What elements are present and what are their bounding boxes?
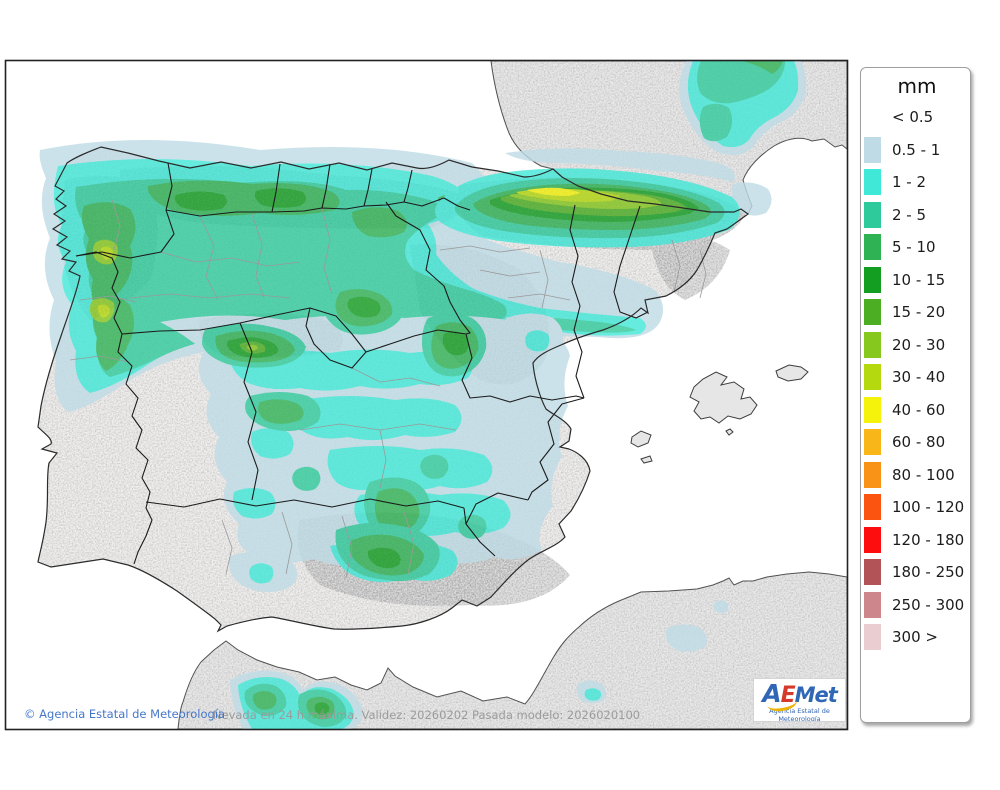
legend-entry: 10 - 15 [864, 266, 970, 293]
legend-entry: 120 - 180 [864, 526, 970, 553]
legend-swatch [864, 299, 881, 325]
legend-entry: 5 - 10 [864, 234, 970, 260]
legend-entry: 1 - 2 [864, 169, 970, 195]
legend-swatch [864, 364, 881, 390]
legend-entry: 100 - 120 [864, 494, 970, 520]
madrid-region-border [305, 307, 367, 369]
logo-letter-e: E [780, 683, 796, 708]
legend-label: 10 - 15 [892, 270, 946, 289]
balearic-islands [630, 364, 809, 464]
legend-swatch [864, 136, 881, 163]
region-boundaries [75, 162, 649, 565]
legend-swatch [864, 429, 881, 455]
legend-label: 180 - 250 [892, 563, 965, 581]
copyright-text: © Agencia Estatal de Meteorología [24, 707, 226, 721]
legend-swatch [864, 494, 881, 520]
legend-entry: 2 - 5 [864, 201, 970, 228]
menorca-island [775, 364, 809, 382]
legend-swatch [864, 169, 881, 195]
legend-entry: < 0.5 [864, 104, 970, 130]
legend-entry: 0.5 - 1 [864, 136, 970, 163]
logo-letter-a: A [762, 679, 781, 708]
legend-label: 120 - 180 [892, 530, 965, 549]
legend-swatch [864, 201, 881, 228]
ibiza-island [630, 430, 652, 448]
legend-label: 300 > [892, 628, 938, 646]
legend-swatch [864, 396, 881, 423]
legend-label: 40 - 60 [892, 400, 946, 419]
cabrera-island [725, 428, 734, 436]
aemet-logo-subtitle: Agencia Estatal de Meteorología [769, 707, 830, 722]
legend-swatch [864, 461, 881, 488]
map-frame [4, 59, 849, 731]
legend-entry: 80 - 100 [864, 461, 970, 488]
legend-entry: 250 - 300 [864, 591, 970, 618]
legend-entry: 300 > [864, 624, 970, 650]
legend-panel: mm < 0.5 0.5 - 1 1 - 2 2 - 5 5 - 10 10 - 15 15… [860, 67, 971, 723]
legend-label: 15 - 20 [892, 303, 946, 321]
logo-letters-met: Met [794, 683, 838, 707]
legend-label: 60 - 80 [892, 433, 946, 451]
legend-label: 5 - 10 [892, 238, 936, 256]
legend-swatch [864, 331, 881, 358]
portugal-border [75, 251, 153, 565]
legend-entry: 180 - 250 [864, 559, 970, 585]
legend-swatch [864, 591, 881, 618]
legend-label: 250 - 300 [892, 595, 965, 614]
province-boundaries [69, 199, 707, 579]
legend-title: mm [897, 74, 937, 98]
legend-entry: 40 - 60 [864, 396, 970, 423]
legend-label: 1 - 2 [892, 173, 927, 191]
legend-entry: 60 - 80 [864, 429, 970, 455]
legend-label: 0.5 - 1 [892, 140, 941, 159]
legend-label: 100 - 120 [892, 498, 965, 516]
legend-label: 80 - 100 [892, 465, 955, 484]
legend-swatch [864, 559, 881, 585]
legend-entry: 20 - 30 [864, 331, 970, 358]
aemet-logo-wordmark: AEMet [754, 679, 845, 714]
map-caption: Nevada en 24 h máxima. Validez: 20260202… [212, 708, 641, 722]
legend-swatch [864, 526, 881, 553]
legend-swatch [864, 234, 881, 260]
legend-label: 2 - 5 [892, 205, 927, 224]
legend-label: < 0.5 [892, 108, 934, 126]
mallorca-island [689, 371, 758, 424]
precipitation-layers [39, 61, 807, 729]
legend-swatch [864, 266, 881, 293]
legend-label: 20 - 30 [892, 335, 946, 354]
formentera-island [640, 455, 653, 464]
aemet-logo: AEMet Agencia Estatal de Meteorología [753, 678, 846, 722]
legend-swatch [864, 624, 881, 650]
legend-entry: 30 - 40 [864, 364, 970, 390]
legend-entries: < 0.5 0.5 - 1 1 - 2 2 - 5 5 - 10 10 - 15 15 - … [864, 104, 970, 650]
legend-label: 30 - 40 [892, 368, 946, 386]
legend-entry: 15 - 20 [864, 299, 970, 325]
